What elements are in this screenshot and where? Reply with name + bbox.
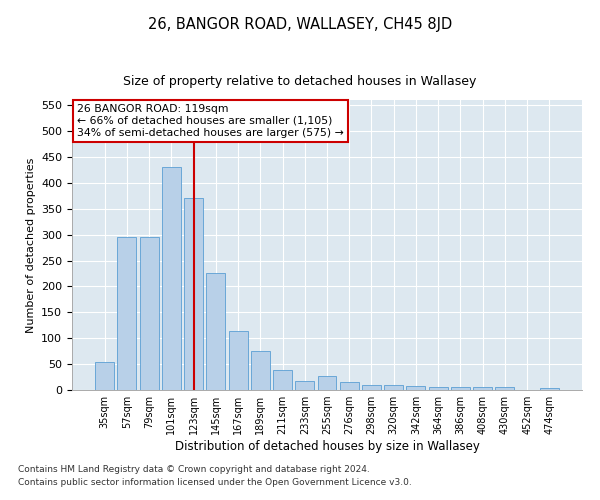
Bar [229,332,248,390]
Bar [429,388,448,390]
Text: Size of property relative to detached houses in Wallasey: Size of property relative to detached ho… [124,74,476,88]
Bar [340,382,359,390]
Text: 26 BANGOR ROAD: 119sqm
← 66% of detached houses are smaller (1,105)
34% of semi-: 26 BANGOR ROAD: 119sqm ← 66% of detached… [77,104,344,138]
Bar [317,376,337,390]
Text: Contains HM Land Registry data © Crown copyright and database right 2024.: Contains HM Land Registry data © Crown c… [18,466,370,474]
Bar [451,388,470,390]
Text: Contains public sector information licensed under the Open Government Licence v3: Contains public sector information licen… [18,478,412,487]
Bar [162,168,181,390]
Bar [384,385,403,390]
Bar [295,381,314,390]
X-axis label: Distribution of detached houses by size in Wallasey: Distribution of detached houses by size … [175,440,479,453]
Bar [362,385,381,390]
Bar [273,370,292,390]
Bar [95,362,114,390]
Bar [118,237,136,390]
Bar [473,388,492,390]
Bar [140,237,158,390]
Bar [406,386,425,390]
Bar [184,198,203,390]
Bar [251,351,270,390]
Text: 26, BANGOR ROAD, WALLASEY, CH45 8JD: 26, BANGOR ROAD, WALLASEY, CH45 8JD [148,18,452,32]
Y-axis label: Number of detached properties: Number of detached properties [26,158,35,332]
Bar [540,388,559,390]
Bar [206,274,225,390]
Bar [496,388,514,390]
